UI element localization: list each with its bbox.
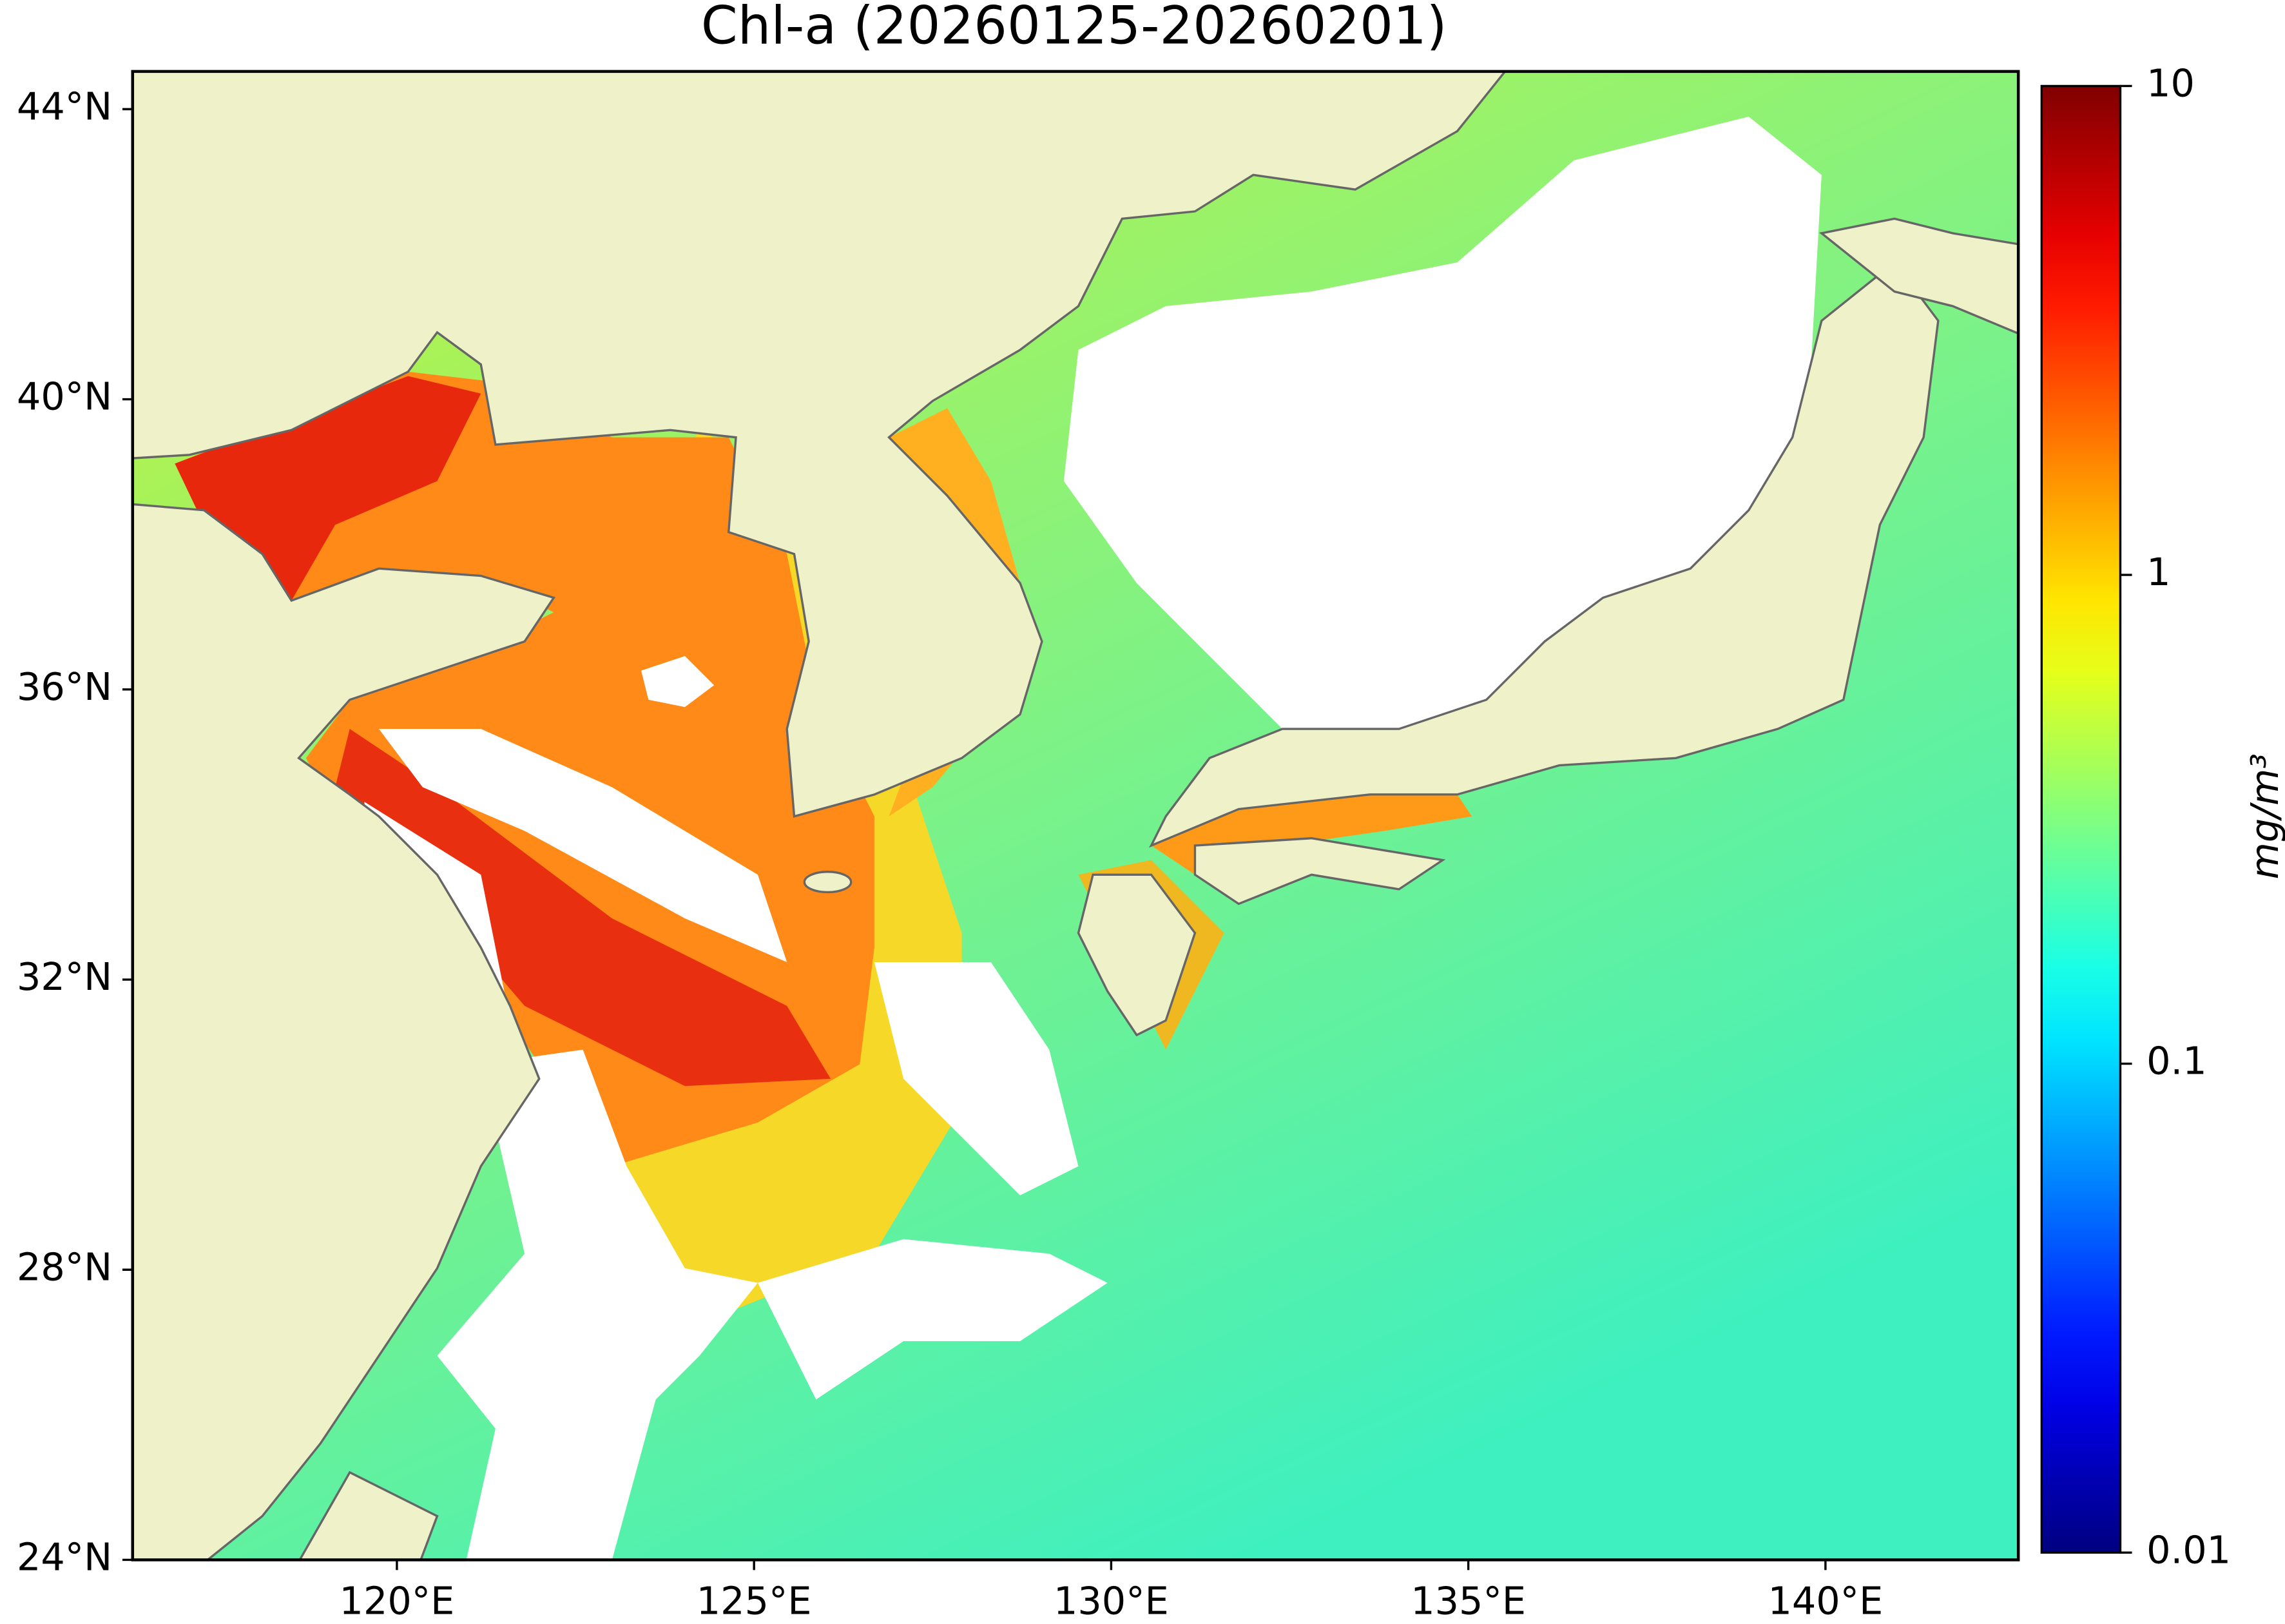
map-frame — [131, 70, 2020, 1561]
land — [132, 71, 2019, 1560]
x-tick-label: 125°E — [697, 1578, 812, 1623]
map-title: Chl-a (20260125-20260201) — [701, 0, 1447, 57]
y-tick-label: 36°N — [17, 664, 112, 709]
cloud — [641, 655, 715, 708]
y-tick-label: 32°N — [17, 954, 112, 999]
colorbar — [2040, 84, 2122, 1554]
map-image — [132, 71, 2019, 1560]
y-tick-label: 40°N — [17, 374, 112, 419]
y-tick-label: 44°N — [17, 84, 112, 128]
cloud — [378, 729, 787, 962]
land-shikoku — [1193, 837, 1446, 905]
land-jeju — [803, 871, 853, 894]
land-north — [132, 71, 1507, 818]
colorbar-tick-label: 0.01 — [2146, 1527, 2231, 1572]
high-chl-zone — [335, 729, 831, 1087]
x-tick-label: 130°E — [1054, 1578, 1169, 1623]
y-tick-label: 28°N — [17, 1244, 112, 1289]
x-tick-label: 140°E — [1768, 1578, 1883, 1623]
cloud — [757, 1239, 1108, 1400]
land-kyushu — [1077, 873, 1197, 1037]
land-west — [132, 503, 556, 1560]
y-tick-label: 24°N — [17, 1535, 112, 1580]
cloud — [874, 962, 1079, 1195]
colorbar-tick-label: 1 — [2146, 550, 2170, 594]
land-taiwan — [298, 1471, 439, 1560]
cloud — [437, 1049, 758, 1560]
x-tick-label: 120°E — [340, 1578, 455, 1623]
colorbar-tick-label: 0.1 — [2146, 1039, 2207, 1083]
colorbar-tick-label: 10 — [2146, 61, 2195, 106]
x-tick-label: 135°E — [1411, 1578, 1526, 1623]
cloud — [1063, 116, 1822, 730]
colorbar-label: mg/m³ — [2242, 753, 2285, 879]
land-japan — [1149, 260, 1940, 848]
land-hokkaido — [1818, 217, 2019, 335]
